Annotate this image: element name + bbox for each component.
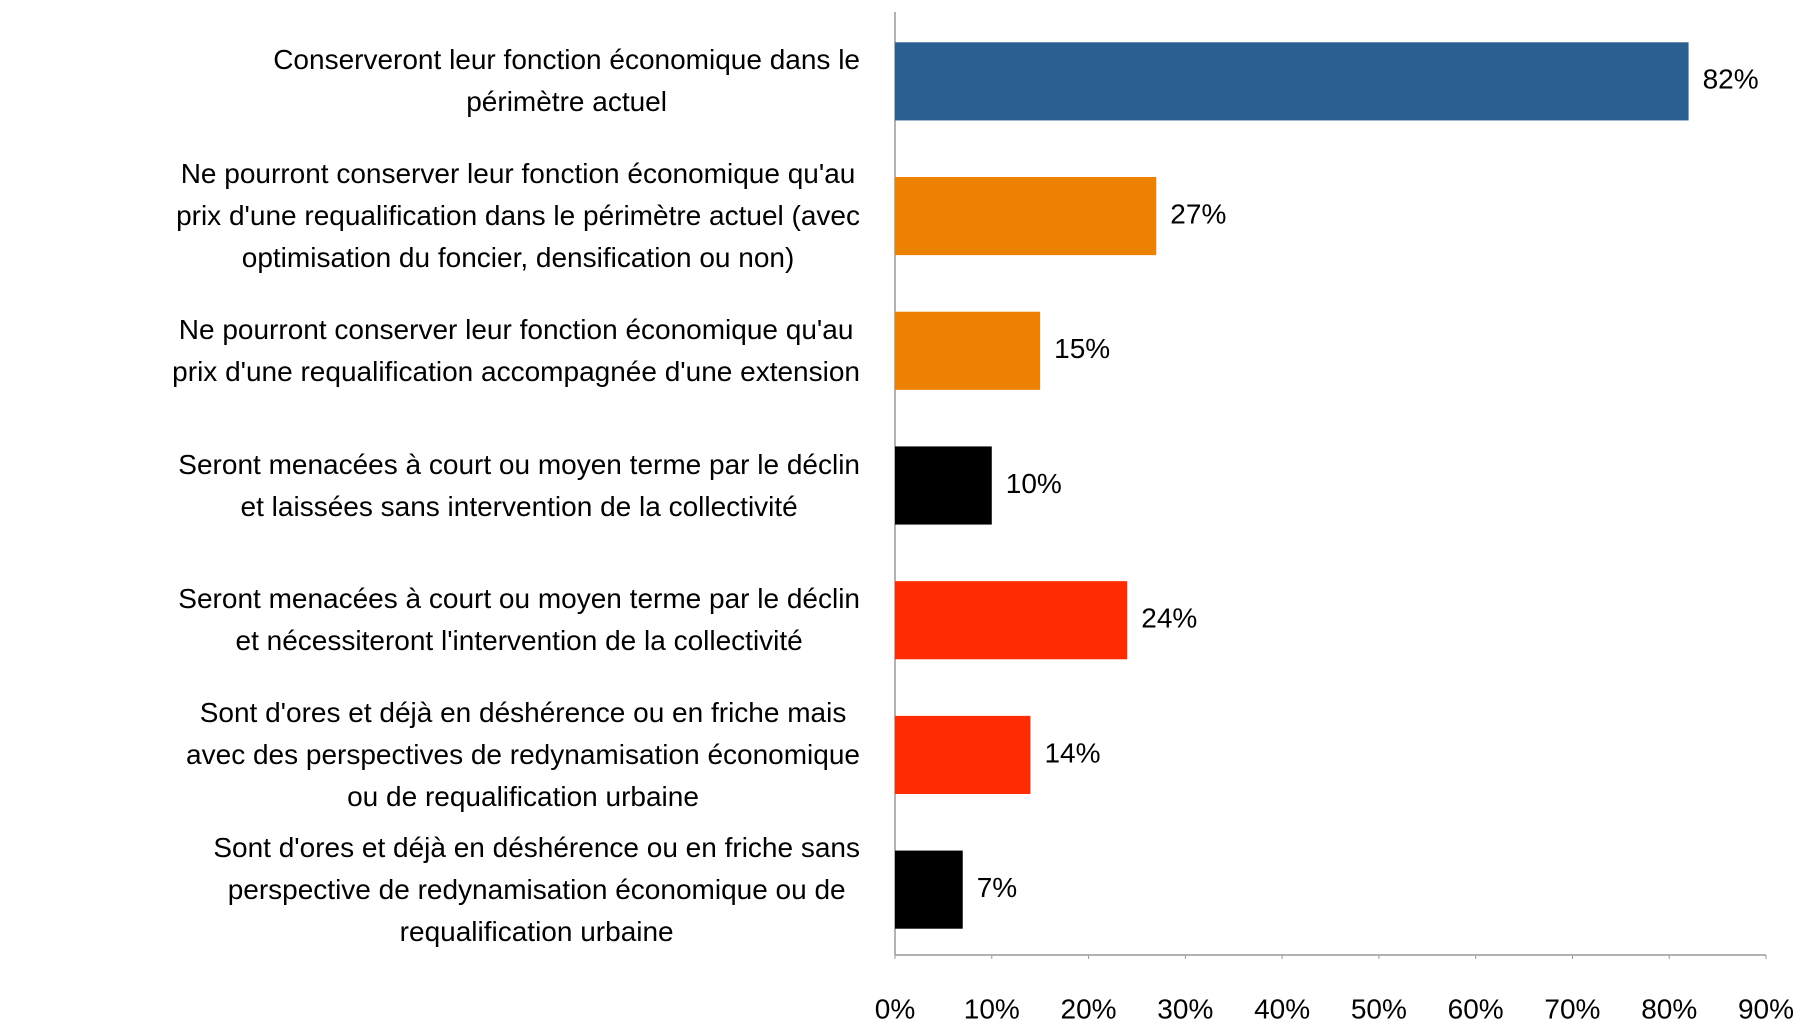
value-label: 15%: [1054, 333, 1110, 364]
category-label: Ne pourront conserver leur fonction écon…: [172, 313, 860, 387]
bar: [895, 177, 1157, 256]
category-label: Seront menacées à court ou moyen terme p…: [178, 448, 860, 522]
value-label: 14%: [1044, 737, 1100, 768]
x-tick-label: 10%: [964, 993, 1020, 1022]
category-label: Conserveront leur fonction économique da…: [273, 44, 860, 118]
x-tick-label: 60%: [1448, 993, 1504, 1022]
x-tick-label: 90%: [1738, 993, 1794, 1022]
bar: [895, 42, 1689, 121]
bar: [895, 311, 1041, 390]
bar: [895, 446, 992, 525]
x-tick-label: 70%: [1544, 993, 1600, 1022]
x-tick-label: 0%: [875, 993, 915, 1022]
category-label: Ne pourront conserver leur fonction écon…: [176, 158, 860, 274]
bar: [895, 850, 963, 929]
category-label: Sont d'ores et déjà en déshérence ou en …: [186, 696, 860, 812]
value-label: 27%: [1170, 198, 1226, 229]
x-tick-label: 30%: [1157, 993, 1213, 1022]
x-tick-label: 20%: [1061, 993, 1117, 1022]
category-label: Seront menacées à court ou moyen terme p…: [178, 583, 860, 657]
value-label: 82%: [1703, 64, 1759, 95]
x-tick-label: 80%: [1641, 993, 1697, 1022]
value-label: 10%: [1006, 468, 1062, 499]
x-tick-label: 50%: [1351, 993, 1407, 1022]
bar: [895, 581, 1128, 660]
value-label: 24%: [1141, 603, 1197, 634]
value-label: 7%: [977, 872, 1017, 903]
x-tick-label: 40%: [1254, 993, 1310, 1022]
category-label: Sont d'ores et déjà en déshérence ou en …: [213, 831, 860, 947]
bar: [895, 715, 1031, 794]
